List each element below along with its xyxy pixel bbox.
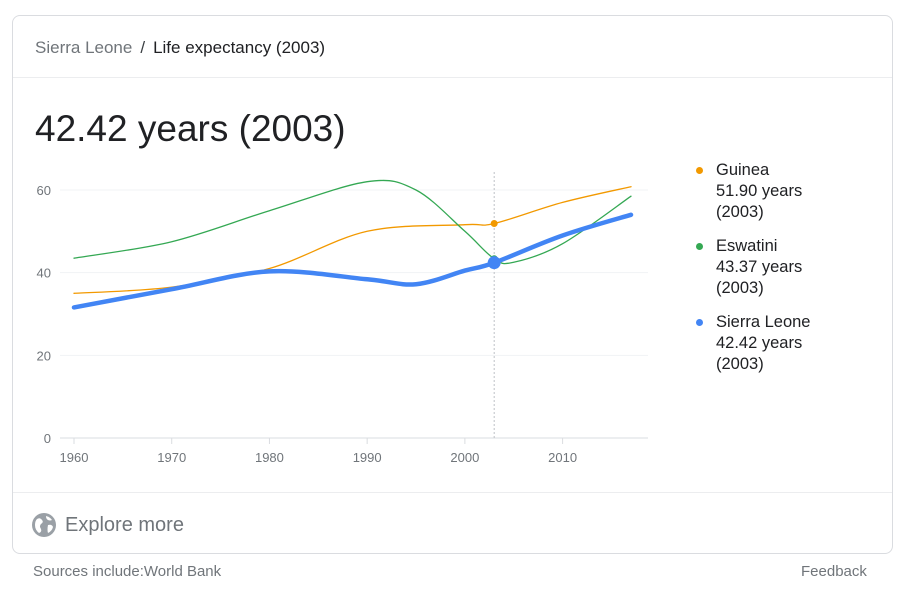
headline-value: 42.42 years (2003) (35, 108, 346, 149)
series-line-eswatini (73, 179, 632, 265)
y-tick-label: 60 (37, 183, 51, 198)
legend-series-name: Eswatini (716, 237, 778, 255)
legend-series-value: 43.37 years (716, 258, 803, 276)
header-divider (13, 77, 892, 78)
footer-divider (13, 492, 892, 493)
legend-item-guinea[interactable]: Guinea 51.90 years (2003) (694, 160, 874, 223)
x-tick-label: 2010 (548, 450, 577, 465)
x-tick-label: 1980 (255, 450, 284, 465)
x-tick-label: 2000 (450, 450, 479, 465)
legend-series-year: (2003) (716, 203, 764, 221)
breadcrumb-separator: / (140, 38, 146, 57)
breadcrumb-current: Life expectancy (2003) (153, 38, 326, 57)
x-tick-label: 1970 (157, 450, 186, 465)
x-tick-label: 1990 (353, 450, 382, 465)
y-tick-label: 20 (37, 348, 51, 363)
globe-icon (32, 513, 56, 537)
legend-dot-icon (696, 319, 703, 326)
breadcrumb: Sierra Leone / Life expectancy (2003) (35, 38, 325, 58)
legend-dot-icon (696, 167, 703, 174)
legend-series-year: (2003) (716, 279, 764, 297)
legend-item-eswatini[interactable]: Eswatini 43.37 years (2003) (694, 236, 874, 299)
x-tick-label: 1960 (60, 450, 89, 465)
y-tick-label: 40 (37, 266, 51, 281)
legend-series-year: (2003) (716, 355, 764, 373)
legend-series-name: Sierra Leone (716, 313, 811, 331)
series-point-sierra-leone (487, 256, 501, 270)
series-point-guinea (490, 219, 498, 227)
legend-item-sierra-leone[interactable]: Sierra Leone 42.42 years (2003) (694, 312, 874, 375)
series-line-sierra-leone (71, 212, 634, 310)
breadcrumb-parent[interactable]: Sierra Leone (35, 38, 133, 57)
legend-series-value: 42.42 years (716, 334, 803, 352)
legend-dot-icon (696, 243, 703, 250)
explore-more-label: Explore more (65, 513, 184, 536)
feedback-link[interactable]: Feedback (801, 563, 867, 580)
legend-series-value: 51.90 years (716, 182, 803, 200)
sources-note: Sources include:World Bank (33, 563, 222, 580)
legend: Guinea 51.90 years (2003) Eswatini 43.37 yea… (694, 160, 874, 388)
explore-more-button[interactable]: Explore more (31, 509, 184, 541)
legend-series-name: Guinea (716, 161, 770, 179)
y-tick-label: 0 (44, 431, 51, 446)
knowledge-card: Sierra Leone / Life expectancy (2003) 42.4… (12, 15, 893, 554)
